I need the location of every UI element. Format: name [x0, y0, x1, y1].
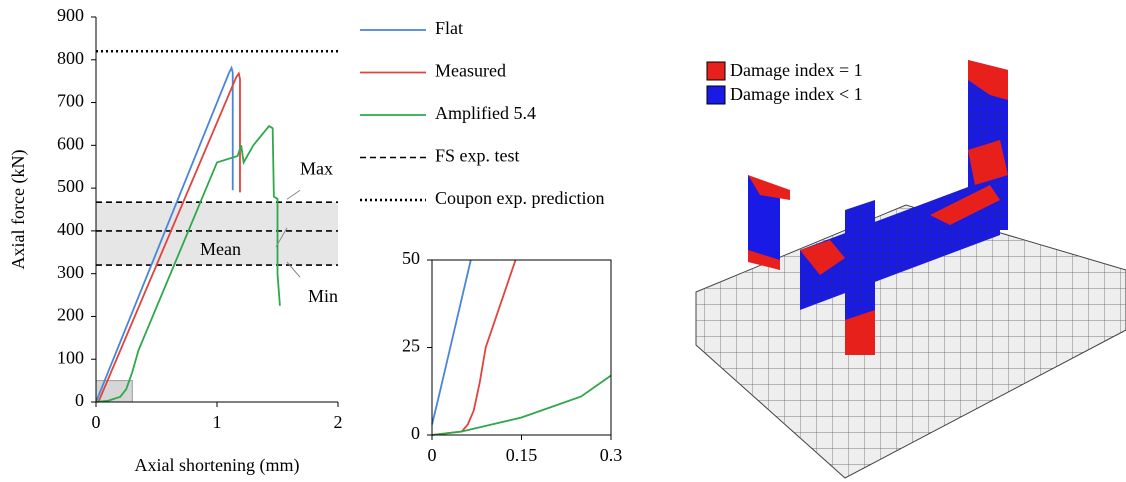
- y-tick-label: 800: [57, 48, 84, 68]
- y-tick-label: 0: [411, 423, 420, 443]
- x-tick-label: 0: [92, 412, 101, 432]
- series-line: [432, 260, 471, 425]
- y-tick-label: 0: [75, 390, 84, 410]
- legend-label: Coupon exp. prediction: [435, 188, 604, 208]
- y-tick-label: 25: [402, 336, 420, 356]
- y-tick-label: 100: [57, 347, 84, 367]
- y-tick-label: 900: [57, 5, 84, 25]
- x-tick-label: 0.3: [600, 445, 623, 465]
- legend-label: FS exp. test: [435, 146, 520, 166]
- y-tick-label: 200: [57, 305, 84, 325]
- annotation: Mean: [200, 239, 241, 259]
- annotation-leader: [287, 190, 300, 199]
- y-tick-label: 400: [57, 219, 84, 239]
- legend-swatch: [707, 86, 725, 104]
- legend-label: Damage index = 1: [730, 60, 863, 80]
- y-tick-label: 600: [57, 133, 84, 153]
- series-line: [432, 260, 516, 435]
- fe-model: Damage index = 1 Damage index < 1: [696, 60, 1126, 478]
- annotation: Min: [308, 286, 338, 306]
- x-tick-label: 1: [213, 412, 222, 432]
- legend-label: Amplified 5.4: [435, 103, 536, 123]
- x-tick-label: 0.15: [506, 445, 538, 465]
- annotation: Max: [300, 158, 333, 178]
- y-axis-label: Axial force (kN): [8, 150, 29, 270]
- x-tick-label: 0: [428, 445, 437, 465]
- x-tick-label: 2: [334, 412, 343, 432]
- series-line: [432, 376, 611, 436]
- figure: Damage index = 1 Damage index < 1 010020…: [0, 0, 1126, 482]
- legend-label: Flat: [435, 18, 463, 38]
- x-axis-label: Axial shortening (mm): [135, 455, 300, 476]
- y-tick-label: 50: [402, 248, 420, 268]
- legend-label: Damage index < 1: [730, 84, 863, 104]
- y-tick-label: 300: [57, 262, 84, 282]
- y-tick-label: 500: [57, 176, 84, 196]
- legend-label: Measured: [435, 61, 506, 81]
- plot-frame: [432, 260, 611, 435]
- y-tick-label: 700: [57, 91, 84, 111]
- legend-swatch: [707, 62, 725, 80]
